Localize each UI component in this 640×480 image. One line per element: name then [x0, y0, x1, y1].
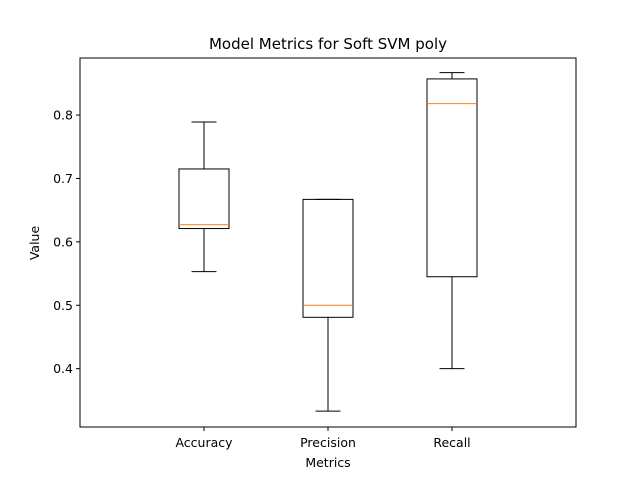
box-precision: [302, 198, 354, 412]
axes-frame: [79, 57, 577, 428]
y-axis-label: Value: [27, 226, 42, 261]
x-axis-label: Metrics: [305, 455, 350, 470]
box-accuracy: [178, 121, 230, 273]
iqr-box: [178, 168, 230, 230]
iqr-box: [426, 78, 478, 278]
y-tick-label: 0.8: [53, 108, 73, 123]
y-tick-label: 0.7: [53, 171, 73, 186]
x-tick-label: Accuracy: [175, 435, 233, 450]
plot-area: 0.4 0.5 0.6 0.7 0.8 Accuracy Precision Recall: [53, 57, 577, 450]
chart-title: Model Metrics for Soft SVM poly: [209, 35, 447, 53]
x-tick-label: Recall: [433, 435, 470, 450]
box-recall: [426, 72, 478, 370]
y-tick-label: 0.5: [53, 298, 73, 313]
iqr-box: [302, 198, 354, 318]
y-tick-label: 0.4: [53, 361, 73, 376]
y-tick-label: 0.6: [53, 234, 73, 249]
x-tick-label: Precision: [300, 435, 356, 450]
